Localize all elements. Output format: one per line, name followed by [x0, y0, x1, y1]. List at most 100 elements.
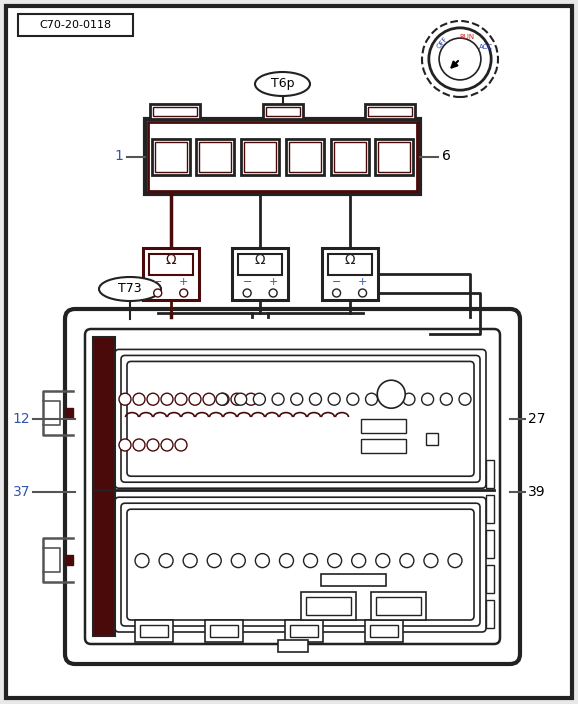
Circle shape	[217, 394, 229, 406]
Text: −: −	[242, 277, 252, 287]
FancyBboxPatch shape	[140, 625, 168, 637]
Text: 39: 39	[528, 485, 546, 499]
FancyBboxPatch shape	[486, 565, 494, 593]
Circle shape	[421, 394, 434, 406]
Circle shape	[328, 394, 340, 406]
Circle shape	[403, 394, 415, 406]
Text: OFF: OFF	[435, 36, 449, 50]
FancyBboxPatch shape	[197, 139, 235, 175]
FancyBboxPatch shape	[205, 620, 243, 642]
Circle shape	[245, 394, 257, 406]
FancyBboxPatch shape	[486, 600, 494, 628]
FancyBboxPatch shape	[265, 107, 299, 116]
FancyBboxPatch shape	[262, 104, 302, 119]
FancyBboxPatch shape	[241, 139, 279, 175]
Text: +: +	[358, 277, 367, 287]
FancyBboxPatch shape	[368, 107, 412, 116]
FancyBboxPatch shape	[135, 620, 173, 642]
FancyBboxPatch shape	[301, 592, 356, 620]
FancyBboxPatch shape	[328, 254, 372, 275]
FancyBboxPatch shape	[378, 142, 410, 172]
Circle shape	[231, 553, 245, 567]
Text: +: +	[179, 277, 188, 287]
Text: 37: 37	[13, 485, 30, 499]
Circle shape	[183, 553, 197, 567]
FancyBboxPatch shape	[149, 254, 192, 275]
Circle shape	[279, 553, 294, 567]
FancyBboxPatch shape	[365, 620, 403, 642]
Text: RUN: RUN	[460, 34, 475, 40]
FancyBboxPatch shape	[232, 248, 288, 300]
Text: +: +	[268, 277, 278, 287]
Text: C70-20-0118: C70-20-0118	[39, 20, 111, 30]
FancyBboxPatch shape	[375, 139, 413, 175]
FancyBboxPatch shape	[65, 408, 73, 417]
Circle shape	[189, 394, 201, 406]
Circle shape	[332, 289, 340, 297]
FancyBboxPatch shape	[426, 433, 438, 445]
FancyBboxPatch shape	[486, 495, 494, 523]
FancyBboxPatch shape	[365, 104, 415, 119]
Circle shape	[133, 439, 145, 451]
FancyBboxPatch shape	[289, 142, 321, 172]
Circle shape	[351, 553, 366, 567]
Text: Ω: Ω	[344, 253, 355, 267]
Circle shape	[424, 553, 438, 567]
Circle shape	[429, 28, 491, 90]
Circle shape	[119, 394, 131, 406]
Circle shape	[384, 394, 397, 406]
FancyBboxPatch shape	[286, 139, 324, 175]
Text: 6: 6	[442, 149, 451, 163]
FancyBboxPatch shape	[277, 640, 307, 652]
FancyBboxPatch shape	[150, 104, 200, 119]
FancyBboxPatch shape	[148, 122, 417, 191]
Circle shape	[377, 380, 405, 408]
Circle shape	[235, 394, 247, 406]
Circle shape	[133, 394, 145, 406]
FancyBboxPatch shape	[65, 555, 73, 565]
FancyBboxPatch shape	[151, 139, 190, 175]
Circle shape	[243, 289, 251, 297]
FancyBboxPatch shape	[334, 142, 365, 172]
Circle shape	[400, 553, 414, 567]
FancyBboxPatch shape	[371, 592, 426, 620]
Circle shape	[253, 394, 265, 406]
Circle shape	[147, 394, 159, 406]
Circle shape	[309, 394, 321, 406]
Circle shape	[231, 394, 243, 406]
Circle shape	[159, 553, 173, 567]
Circle shape	[303, 553, 317, 567]
Text: 27: 27	[528, 412, 546, 426]
FancyBboxPatch shape	[486, 530, 494, 558]
Circle shape	[376, 553, 390, 567]
FancyBboxPatch shape	[376, 597, 421, 615]
Circle shape	[269, 289, 277, 297]
Circle shape	[175, 439, 187, 451]
Text: −: −	[332, 277, 341, 287]
Text: 1: 1	[114, 149, 123, 163]
Circle shape	[328, 553, 342, 567]
FancyBboxPatch shape	[155, 142, 187, 172]
FancyBboxPatch shape	[370, 625, 398, 637]
FancyBboxPatch shape	[199, 142, 231, 172]
FancyBboxPatch shape	[331, 139, 369, 175]
FancyBboxPatch shape	[145, 119, 420, 194]
Text: Ω: Ω	[255, 253, 265, 267]
FancyBboxPatch shape	[153, 107, 197, 116]
Circle shape	[440, 394, 453, 406]
FancyBboxPatch shape	[244, 142, 276, 172]
Text: Ω: Ω	[165, 253, 176, 267]
Circle shape	[135, 553, 149, 567]
FancyBboxPatch shape	[210, 625, 238, 637]
Circle shape	[208, 553, 221, 567]
Circle shape	[347, 394, 359, 406]
Circle shape	[154, 289, 162, 297]
Circle shape	[255, 553, 269, 567]
FancyBboxPatch shape	[321, 574, 386, 586]
FancyBboxPatch shape	[65, 309, 520, 664]
FancyBboxPatch shape	[85, 329, 500, 644]
FancyBboxPatch shape	[361, 419, 406, 433]
Circle shape	[203, 394, 215, 406]
Text: 12: 12	[12, 412, 30, 426]
Ellipse shape	[255, 72, 310, 96]
